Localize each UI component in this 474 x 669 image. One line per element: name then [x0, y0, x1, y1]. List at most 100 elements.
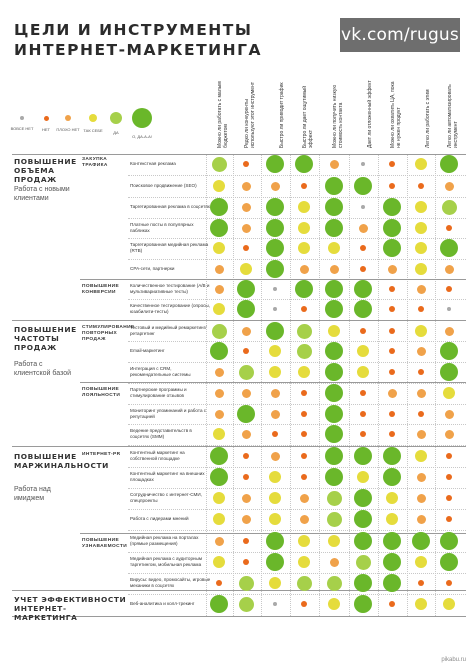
row-divider	[128, 217, 466, 219]
rating-dot	[440, 553, 458, 571]
rating-dot	[325, 177, 343, 195]
row-divider	[128, 508, 466, 510]
row-label: Платные посты в популярных пабликах	[130, 222, 194, 233]
legend-item-weak: НЕТ	[31, 115, 61, 132]
rating-dot	[237, 300, 255, 318]
site-credit: pikabu.ru	[441, 657, 466, 663]
rating-dot	[446, 495, 452, 501]
legend-dot-none	[20, 116, 24, 120]
row-divider	[128, 551, 466, 553]
rating-dot	[325, 468, 343, 486]
rating-dot	[440, 342, 458, 360]
rating-dot	[415, 450, 427, 462]
column-divider	[406, 154, 408, 616]
rating-dot	[243, 559, 249, 565]
legend-dot-rather_no	[65, 115, 71, 121]
row-label: Медийная реклама с аудиторным таргетинго…	[130, 556, 203, 567]
legend-item-none: ВОВСЕ НЕТ	[7, 116, 37, 131]
row-label: Сотрудничество с интернет-СМИ, спецпроек…	[130, 492, 202, 503]
group-label-loyalty: ПОВЫШЕНИЕ ЛОЯЛЬНОСТИ	[82, 387, 121, 398]
rating-dot	[238, 596, 254, 612]
rating-dot	[237, 280, 255, 298]
legend-label-yes: ДА	[113, 130, 119, 135]
rating-dot	[389, 328, 395, 334]
rating-dot	[243, 474, 249, 480]
rating-dot	[447, 307, 451, 311]
rating-dot	[361, 162, 365, 166]
group-label-conversion: ПОВЫШЕНИЕ КОНВЕРСИИ	[82, 284, 120, 295]
legend-label-weak: НЕТ	[42, 126, 50, 132]
rating-dot	[360, 431, 366, 437]
rating-dot	[444, 326, 454, 336]
brand-badge[interactable]: vk.com/rugus	[340, 18, 460, 52]
row-divider	[128, 466, 466, 468]
row-label: Количественное тестирование (A/B и мульт…	[130, 283, 210, 294]
rating-dot	[416, 472, 426, 482]
rating-dot	[389, 183, 395, 189]
rating-dot	[269, 492, 281, 504]
rating-dot	[237, 405, 255, 423]
rating-dot	[416, 493, 426, 503]
block-title-sales-frequency: ПОВЫШЕНИЕ ЧАСТОТЫ ПРОДАЖ	[14, 325, 77, 352]
rating-dot	[214, 536, 224, 546]
rating-dot	[354, 177, 372, 195]
block-subtitle-sales-volume: Работа с новыми клиентами	[14, 186, 70, 202]
rating-dot	[328, 242, 340, 254]
row-divider	[128, 487, 466, 489]
rating-dot	[213, 303, 225, 315]
rating-dot	[360, 266, 366, 272]
rating-dot	[354, 489, 372, 507]
row-label: Email-маркетинг	[130, 348, 165, 354]
rating-dot	[329, 264, 339, 274]
block-title-sales-volume: ПОВЫШЕНИЕ ОБЪЕМА ПРОДАЖ	[14, 157, 77, 184]
rating-dot	[443, 387, 455, 399]
rating-dot	[326, 575, 342, 591]
rating-dot	[389, 348, 395, 354]
rating-dot	[213, 556, 225, 568]
legend-item-strong: О, ДА-А-А!	[127, 108, 157, 139]
rating-dot	[241, 388, 251, 398]
rating-dot	[210, 342, 228, 360]
block-title-margin: ПОВЫШЕНИЕ МАРЖИНАЛЬНОСТИ	[14, 452, 109, 470]
rating-dot	[266, 532, 284, 550]
rating-dot	[266, 239, 284, 257]
rating-dot	[325, 280, 343, 298]
row-label: Качественное тестирование (опросы, юзаби…	[130, 303, 210, 314]
rating-dot	[360, 245, 366, 251]
rating-dot	[387, 388, 397, 398]
rating-dot	[415, 598, 427, 610]
column-header: Можно ли получить низкую стоимость конта…	[330, 78, 350, 148]
rating-dot	[216, 580, 222, 586]
rating-dot	[325, 425, 343, 443]
rating-dot	[446, 225, 452, 231]
rating-dot	[383, 468, 401, 486]
row-divider	[128, 341, 466, 342]
rating-dot	[269, 471, 281, 483]
legend-label-rather_no: ПЛОХО НЕТ	[56, 127, 80, 132]
rating-dot	[266, 219, 284, 237]
rating-dot	[325, 384, 343, 402]
legend-dot-strong	[132, 108, 152, 128]
rating-dot	[269, 513, 281, 525]
block-divider	[12, 446, 466, 447]
row-divider	[128, 593, 466, 595]
row-label: Таргетированная реклама в соцсетях	[130, 204, 210, 210]
rating-dot	[383, 553, 401, 571]
rating-dot	[301, 306, 307, 312]
rating-dot	[241, 429, 251, 439]
column-divider	[260, 154, 262, 616]
rating-dot	[444, 264, 454, 274]
column-header-label: Можно ли охватить ЦА, пока не нужен прод…	[390, 81, 402, 148]
column-header-label: Легко ли автоматизировать инструмент	[447, 84, 459, 148]
rating-dot	[418, 411, 424, 417]
rating-dot	[415, 222, 427, 234]
row-divider	[128, 258, 466, 260]
rating-dot	[298, 242, 310, 254]
row-divider	[128, 299, 466, 300]
rating-dot	[241, 493, 251, 503]
column-header-label: Можно ли работать с малым бюджетом	[217, 81, 229, 148]
rating-dot	[243, 453, 249, 459]
rating-dot	[299, 264, 309, 274]
legend-dot-yes	[110, 112, 122, 124]
rating-dot	[446, 580, 452, 586]
